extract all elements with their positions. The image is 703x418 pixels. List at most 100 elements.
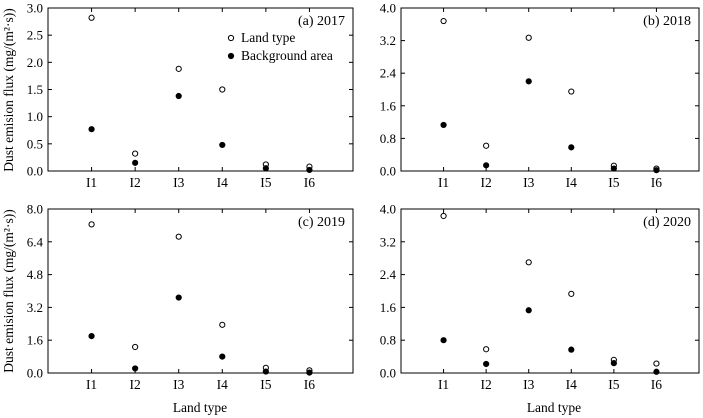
land-type-point <box>132 150 139 157</box>
x-tick-label: I1 <box>86 175 97 190</box>
x-tick-label: I5 <box>260 175 271 190</box>
x-tick-label: I6 <box>304 377 315 392</box>
land-type-point <box>483 142 490 149</box>
chart-panels: 0.0 0.5 1.0 1.5 2.0 2.5 3.0 I1 I2 I3 I4 I5 I6 (a) 201… <box>27 1 700 392</box>
background-area-point <box>525 78 532 85</box>
y-axis-label-bottom: Dust emision flux (mg/(m²·s)) <box>1 209 16 372</box>
x-tick-label: I2 <box>481 175 492 190</box>
background-area-point <box>440 121 447 129</box>
y-tick-label: 1.6 <box>27 333 44 348</box>
y-tick-label: 2.4 <box>380 66 397 81</box>
x-tick-label: I6 <box>651 377 662 392</box>
background-area-point <box>132 159 139 166</box>
background-area-point <box>175 294 182 301</box>
y-tick-label: 2.0 <box>27 55 43 70</box>
x-tick-label: I1 <box>438 175 449 190</box>
land-type-point <box>653 360 660 367</box>
background-area-point <box>568 144 575 151</box>
y-tick-label: 0.8 <box>380 333 396 348</box>
x-tick-label: I3 <box>523 175 534 190</box>
x-tick-label: I5 <box>608 175 619 190</box>
land-type-point <box>525 34 532 41</box>
plot-frame <box>47 7 354 172</box>
y-tick-label: 4.0 <box>380 1 396 16</box>
chart-panel-4: 0.0 0.8 1.6 2.4 3.2 4.0 I1 I2 I3 I4 I5 I6 (d) 2020 <box>380 202 700 392</box>
background-area-point <box>306 369 313 376</box>
background-area-point <box>610 360 617 367</box>
background-area-point <box>88 333 95 340</box>
land-type-point <box>219 86 226 93</box>
background-area-point <box>653 167 660 174</box>
x-axis-label-left: Land type <box>173 400 227 415</box>
chart-panel-1: 0.0 0.5 1.0 1.5 2.0 2.5 3.0 I1 I2 I3 I4 I5 I6 (a) 201… <box>27 1 354 190</box>
legend-entry: Land type <box>241 30 295 45</box>
y-tick-label: 1.6 <box>380 300 397 315</box>
land-type-point <box>88 14 95 21</box>
x-tick-label: I1 <box>86 377 97 392</box>
background-area-point <box>306 166 313 174</box>
land-type-point <box>175 233 182 240</box>
panel-label: (a) 2017 <box>298 14 345 29</box>
land-type-point <box>568 88 575 95</box>
background-area-point <box>132 365 139 372</box>
background-area-point <box>175 92 182 100</box>
x-tick-label: I3 <box>523 377 534 392</box>
legend: Land type Background area <box>227 30 333 63</box>
background-area-point <box>88 126 95 133</box>
y-tick-label: 0.0 <box>380 366 396 381</box>
panel-label: (c) 2019 <box>298 215 345 230</box>
y-tick-label: 4.0 <box>380 202 396 217</box>
x-tick-label: I3 <box>173 175 184 190</box>
land-type-point <box>568 290 575 297</box>
x-tick-label: I6 <box>304 175 315 190</box>
x-tick-label: I2 <box>130 377 141 392</box>
background-area-point <box>219 353 226 360</box>
y-tick-label: 3.2 <box>380 234 396 249</box>
y-tick-label: 4.8 <box>27 267 43 282</box>
y-tick-label: 1.6 <box>380 98 397 113</box>
x-tick-label: I4 <box>217 377 228 392</box>
y-tick-label: 3.0 <box>27 1 43 16</box>
y-tick-label: 2.4 <box>380 267 397 282</box>
x-tick-label: I2 <box>481 377 492 392</box>
background-area-point <box>568 346 575 353</box>
background-area-point <box>483 360 490 368</box>
land-type-point <box>175 65 182 72</box>
land-type-point <box>132 343 139 351</box>
chart-panel-3: 0.0 1.6 3.2 4.8 6.4 8.0 I1 I2 I3 I4 I5 I6 (c) 2019 <box>27 202 354 392</box>
y-tick-label: 0.0 <box>380 164 396 179</box>
y-tick-label: 0.0 <box>27 164 43 179</box>
land-type-point <box>219 321 226 328</box>
plot-frame <box>400 7 700 172</box>
y-tick-label: 2.5 <box>27 28 43 43</box>
legend-marker-filled <box>227 52 235 60</box>
y-tick-label: 3.2 <box>380 33 396 48</box>
x-tick-label: I5 <box>260 377 271 392</box>
background-area-point <box>653 368 660 375</box>
panel-label: (d) 2020 <box>643 215 691 230</box>
background-area-point <box>610 165 617 172</box>
legend-entry: Background area <box>241 48 333 63</box>
x-tick-label: I4 <box>566 175 577 190</box>
land-type-point <box>440 212 447 220</box>
y-tick-label: 1.0 <box>27 109 43 124</box>
x-tick-label: I2 <box>130 175 141 190</box>
x-tick-label: I4 <box>217 175 228 190</box>
y-tick-label: 0.0 <box>27 366 43 381</box>
land-type-point <box>88 221 95 228</box>
background-area-point <box>440 337 447 344</box>
background-area-point <box>483 162 490 169</box>
land-type-point <box>525 259 532 266</box>
chart-panel-2: 0.0 0.8 1.6 2.4 3.2 4.0 I1 I2 I3 I4 I5 I6 (b) 2018 <box>380 1 700 190</box>
x-tick-label: I4 <box>566 377 577 392</box>
y-axis-label-top: Dust emision flux (mg/(m²·s)) <box>1 8 16 171</box>
y-tick-label: 0.5 <box>27 136 43 151</box>
background-area-point <box>262 165 269 172</box>
y-tick-label: 3.2 <box>27 300 43 315</box>
background-area-point <box>219 141 226 149</box>
land-type-point <box>483 346 490 353</box>
x-axis-label-right: Land type <box>527 400 581 415</box>
plot-frame <box>400 208 700 374</box>
legend-marker-open <box>227 34 235 42</box>
